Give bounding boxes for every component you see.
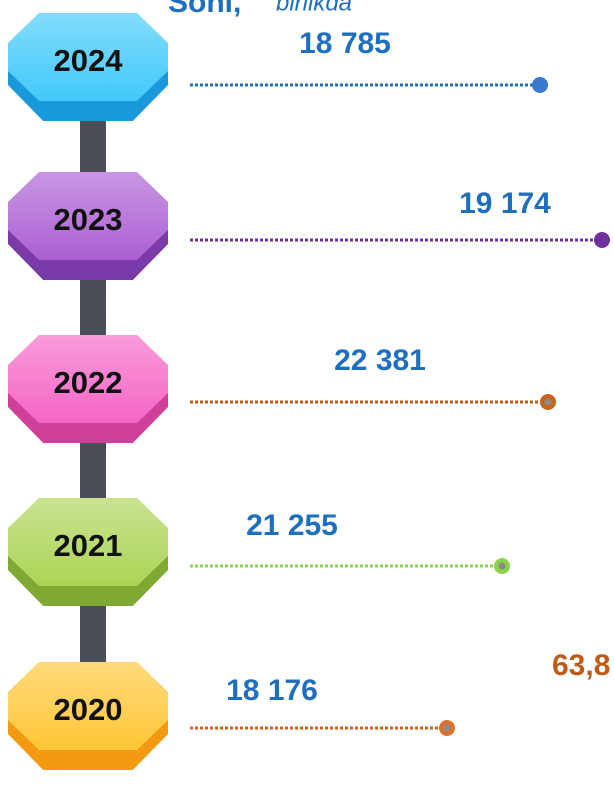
connector (80, 435, 106, 498)
year-label: 2023 (54, 202, 123, 237)
value-label: 18 176 (226, 674, 318, 707)
badge-shine (8, 662, 168, 750)
timeline-item: 2022 22 381 (8, 335, 556, 443)
year-label: 2021 (54, 528, 123, 563)
value-label: 22 381 (334, 344, 426, 377)
badge-shine (8, 13, 168, 101)
value-label: 18 785 (299, 27, 391, 60)
timeline-item: 2021 21 255 (8, 498, 510, 606)
connector (80, 598, 106, 662)
connector (80, 113, 106, 172)
timeline-item: 2020 18 176 (8, 662, 455, 770)
year-label: 2020 (54, 692, 123, 727)
year-label: 2024 (54, 43, 124, 78)
connector (80, 272, 106, 335)
value-label: 19 174 (459, 187, 551, 220)
side-note: 63,8 (552, 649, 610, 682)
year-label: 2022 (54, 365, 123, 400)
leader-dot (532, 77, 548, 93)
items: 2024 18 785 2023 19 174 2022 22 381 2021 21 255… (8, 13, 610, 770)
leader-dot-core (544, 398, 552, 406)
value-label: 21 255 (246, 509, 338, 542)
timeline-item: 2023 19 174 (8, 172, 610, 280)
leader-dot (594, 232, 610, 248)
title: Soni, (168, 0, 241, 19)
badge-shine (8, 498, 168, 586)
subtitle: birlikda (276, 0, 352, 16)
timeline-item: 2024 18 785 (8, 13, 548, 121)
leader-dot-core (443, 724, 451, 732)
badge-shine (8, 335, 168, 423)
leader-dot-core (498, 562, 506, 570)
badge-shine (8, 172, 168, 260)
